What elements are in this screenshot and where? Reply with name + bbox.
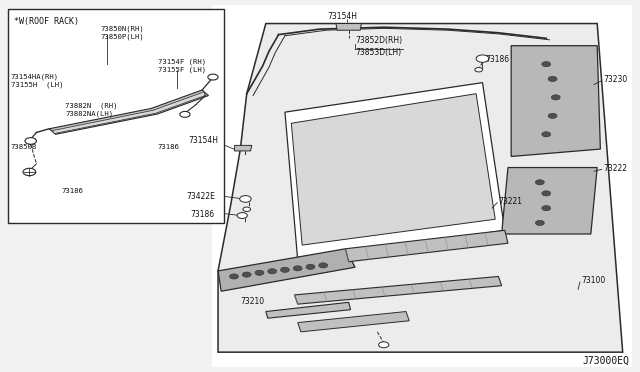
Text: 73154HA(RH)
73155H  (LH): 73154HA(RH) 73155H (LH)	[11, 73, 63, 88]
Polygon shape	[346, 230, 508, 262]
Polygon shape	[235, 145, 252, 151]
Circle shape	[319, 263, 328, 268]
FancyBboxPatch shape	[8, 9, 225, 223]
Text: 73186: 73186	[486, 55, 510, 64]
Circle shape	[240, 196, 251, 202]
Circle shape	[551, 95, 560, 100]
Polygon shape	[285, 83, 505, 260]
Circle shape	[548, 113, 557, 118]
Circle shape	[243, 207, 250, 211]
Text: 73230: 73230	[604, 75, 628, 84]
Polygon shape	[291, 94, 495, 245]
Polygon shape	[511, 46, 600, 157]
Text: 73154F (RH)
73155F (LH): 73154F (RH) 73155F (LH)	[157, 59, 205, 73]
Circle shape	[379, 342, 389, 348]
Text: 73221: 73221	[499, 197, 522, 206]
Text: 73186: 73186	[62, 188, 84, 194]
Text: *W(ROOF RACK): *W(ROOF RACK)	[14, 17, 79, 26]
FancyBboxPatch shape	[212, 5, 632, 367]
Circle shape	[230, 274, 239, 279]
Polygon shape	[294, 276, 502, 304]
Circle shape	[541, 62, 550, 67]
Circle shape	[306, 264, 315, 269]
Circle shape	[541, 132, 550, 137]
Polygon shape	[336, 23, 362, 30]
Circle shape	[255, 270, 264, 275]
Text: 73850N(RH)
73850P(LH): 73850N(RH) 73850P(LH)	[100, 25, 144, 40]
Text: 73222: 73222	[604, 164, 628, 173]
Circle shape	[25, 138, 36, 144]
Polygon shape	[298, 311, 409, 332]
Circle shape	[23, 168, 36, 176]
Circle shape	[293, 266, 302, 271]
Text: 73154H: 73154H	[188, 136, 218, 145]
Polygon shape	[218, 23, 623, 352]
Circle shape	[243, 272, 251, 277]
Polygon shape	[266, 302, 351, 318]
Circle shape	[180, 112, 190, 117]
Circle shape	[536, 220, 544, 225]
Polygon shape	[218, 249, 355, 291]
Text: 73100: 73100	[581, 276, 605, 285]
Polygon shape	[52, 92, 205, 134]
Circle shape	[208, 74, 218, 80]
Circle shape	[280, 267, 289, 272]
Text: J73000EQ: J73000EQ	[582, 356, 629, 366]
Text: 73850B: 73850B	[11, 144, 37, 150]
Polygon shape	[49, 90, 209, 134]
Circle shape	[476, 55, 489, 62]
Circle shape	[541, 191, 550, 196]
Text: 73422E: 73422E	[186, 192, 215, 201]
Circle shape	[268, 269, 276, 274]
Text: 73882N  (RH)
73882NA(LH): 73882N (RH) 73882NA(LH)	[65, 103, 118, 118]
Text: 73186: 73186	[191, 210, 215, 219]
Circle shape	[541, 206, 550, 211]
Polygon shape	[502, 167, 597, 234]
Circle shape	[548, 76, 557, 81]
Circle shape	[536, 180, 544, 185]
Circle shape	[237, 212, 247, 218]
Text: 73154H: 73154H	[327, 12, 357, 21]
Text: 73186: 73186	[157, 144, 179, 150]
Text: 73210: 73210	[241, 297, 264, 306]
Text: 73852D(RH)
73853D(LH): 73852D(RH) 73853D(LH)	[355, 36, 402, 57]
Circle shape	[475, 67, 483, 72]
